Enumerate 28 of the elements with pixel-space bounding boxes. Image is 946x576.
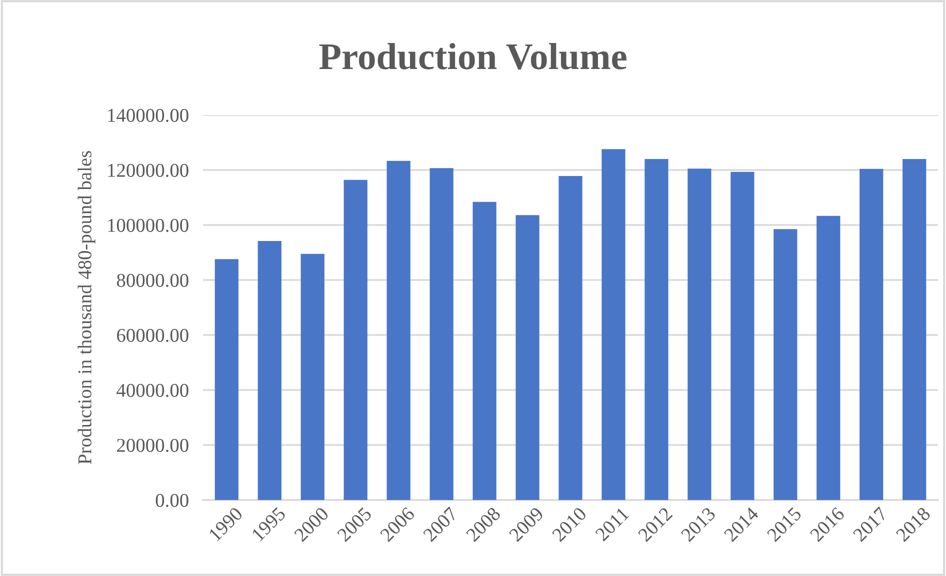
chart-title: Production Volume: [319, 42, 626, 70]
bar: [774, 229, 798, 500]
y-tick-label: 60000.00: [117, 328, 188, 342]
bar: [430, 168, 454, 500]
bar: [602, 149, 626, 500]
y-axis-title: Production in thousand 480-pound bales: [78, 151, 96, 464]
y-tick-label: 120000.00: [108, 164, 188, 178]
bar: [214, 259, 238, 500]
y-tick-label: 20000.00: [117, 438, 188, 452]
y-tick-label: 80000.00: [116, 274, 188, 288]
bar: [258, 240, 282, 500]
bar: [472, 202, 496, 500]
bar: [816, 216, 840, 500]
bar: [344, 180, 368, 500]
y-tick-label: 40000.00: [116, 384, 188, 398]
bar: [688, 168, 712, 500]
bar: [860, 168, 884, 500]
y-tick-label: 100000.00: [108, 218, 188, 232]
bar: [558, 176, 582, 500]
bar: [730, 172, 754, 500]
bar: [644, 159, 668, 500]
bar: [902, 159, 926, 500]
x-tick-label: 2011: [594, 506, 630, 542]
bar: [516, 215, 540, 500]
y-tick-label: 0.00: [156, 494, 188, 508]
y-tick-label: 140000.00: [108, 108, 188, 122]
bar: [386, 160, 410, 500]
bar: [300, 254, 324, 500]
